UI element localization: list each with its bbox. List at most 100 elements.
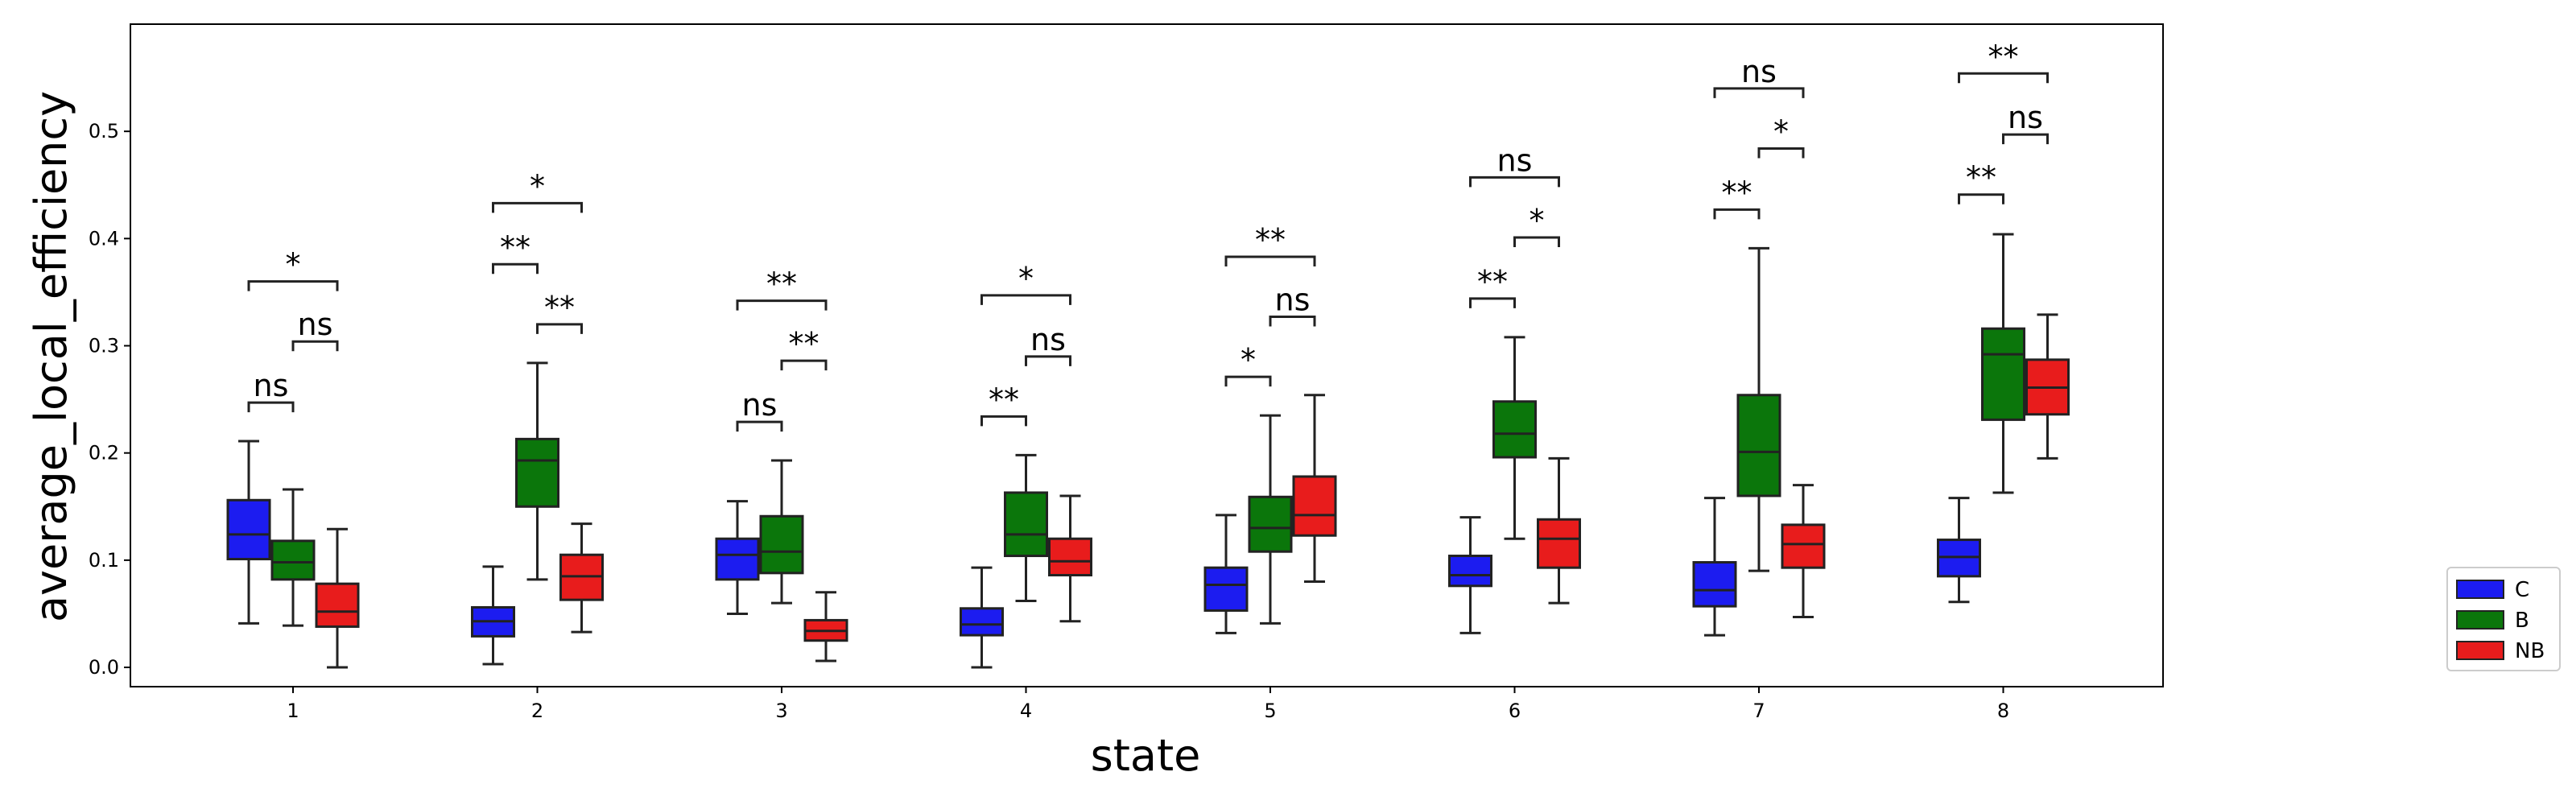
sig-label: ** xyxy=(1722,175,1752,210)
box-body xyxy=(1692,561,1737,608)
box-body xyxy=(1781,523,1826,569)
sig-label: ** xyxy=(766,266,797,302)
sig-bracket xyxy=(1469,175,1560,188)
sig-label: ns xyxy=(1030,322,1066,357)
sig-bracket xyxy=(2002,133,2049,145)
plot-frame xyxy=(130,23,2164,687)
sig-annotation: ns xyxy=(1713,54,1805,98)
legend-item-B: B xyxy=(2456,609,2529,633)
sig-annotation: * xyxy=(980,261,1071,305)
sig-bracket xyxy=(1224,375,1272,387)
sig-annotation: ns xyxy=(736,387,783,432)
sig-annotation: * xyxy=(1513,203,1560,248)
x-tick-label: 2 xyxy=(531,700,543,722)
sig-label: * xyxy=(1530,203,1545,238)
box-C-state-2 xyxy=(471,565,515,666)
sig-annotation: ns xyxy=(2002,100,2049,145)
box-body xyxy=(759,514,804,575)
sig-label: * xyxy=(1773,114,1789,149)
sig-bracket xyxy=(492,262,539,275)
sig-label: ** xyxy=(1988,39,2019,74)
sig-label: * xyxy=(1241,342,1256,378)
box-B-state-1 xyxy=(270,488,316,627)
box-NB-state-2 xyxy=(559,522,604,634)
sig-bracket xyxy=(247,280,339,291)
box-body xyxy=(1292,475,1337,537)
sig-label: ns xyxy=(742,387,778,423)
sig-bracket xyxy=(1513,236,1560,248)
box-body xyxy=(715,537,760,581)
box-C-state-8 xyxy=(1937,497,1981,604)
box-B-state-4 xyxy=(1004,453,1048,602)
box-NB-state-3 xyxy=(803,591,848,663)
legend-label: NB xyxy=(2515,639,2545,663)
x-tick-label: 1 xyxy=(287,700,299,722)
box-body xyxy=(1048,537,1092,577)
x-tick-label: 7 xyxy=(1752,700,1765,722)
box-body xyxy=(1004,491,1048,558)
sig-annotation: ** xyxy=(1713,175,1761,220)
sig-label: ns xyxy=(1275,283,1311,318)
sig-bracket xyxy=(536,323,583,334)
legend-item-NB: NB xyxy=(2456,639,2545,663)
sig-annotation: ** xyxy=(980,382,1027,427)
box-body xyxy=(1448,555,1492,588)
y-tick-label: 0.3 xyxy=(89,335,119,357)
sig-annotation: ** xyxy=(1958,39,2049,84)
box-NB-state-4 xyxy=(1048,494,1092,623)
box-body xyxy=(1981,327,2025,421)
sig-label: * xyxy=(286,247,301,283)
box-C-state-6 xyxy=(1448,516,1492,634)
sig-annotation: ** xyxy=(780,326,828,371)
sig-bracket xyxy=(1224,255,1316,266)
sig-bracket xyxy=(1025,355,1071,366)
box-body xyxy=(270,539,316,581)
sig-annotation: ** xyxy=(1224,222,1316,266)
legend-label: C xyxy=(2515,578,2529,602)
box-C-state-1 xyxy=(226,440,271,625)
x-tick-label: 4 xyxy=(1020,700,1032,722)
box-body xyxy=(515,437,559,508)
y-tick-label: 0.0 xyxy=(89,656,119,679)
box-NB-state-6 xyxy=(1537,456,1581,605)
box-B-state-8 xyxy=(1981,233,2025,494)
sig-bracket xyxy=(1713,87,1805,98)
x-tick-label: 6 xyxy=(1509,700,1521,722)
sig-label: * xyxy=(1018,261,1034,296)
sig-label: ns xyxy=(1741,54,1777,89)
legend: CB NB xyxy=(2446,567,2561,671)
sig-annotation: ns xyxy=(1269,283,1316,327)
x-axis-title: state xyxy=(1091,730,1201,781)
sig-annotation: ns xyxy=(1025,322,1071,366)
x-tick-label: 3 xyxy=(775,700,787,722)
sig-annotation: ns xyxy=(247,368,295,413)
y-tick-label: 0.5 xyxy=(89,120,119,142)
sig-annotation: ** xyxy=(536,290,583,334)
y-tick-label: 0.4 xyxy=(89,227,119,250)
sig-bracket xyxy=(1469,297,1516,308)
sig-bracket xyxy=(1269,316,1316,327)
box-NB-state-5 xyxy=(1292,394,1337,583)
sig-annotation: ** xyxy=(736,266,828,311)
sig-bracket xyxy=(247,401,295,413)
box-C-state-5 xyxy=(1203,514,1249,634)
box-body xyxy=(315,582,360,628)
legend-label: B xyxy=(2515,609,2529,633)
box-NB-state-1 xyxy=(315,527,360,669)
sig-bracket xyxy=(736,420,783,432)
sig-label: ns xyxy=(298,307,333,342)
box-body xyxy=(1248,495,1293,553)
box-B-state-3 xyxy=(759,459,804,605)
sig-label: ** xyxy=(1255,222,1286,258)
box-B-state-6 xyxy=(1492,336,1537,540)
sig-label: ns xyxy=(1497,142,1533,178)
x-tick-label: 5 xyxy=(1264,700,1276,722)
sig-bracket xyxy=(780,359,828,371)
sig-label: ns xyxy=(254,368,289,403)
box-B-state-5 xyxy=(1248,414,1293,625)
y-tick-label: 0.1 xyxy=(89,549,119,572)
y-tick-label: 0.2 xyxy=(89,442,119,464)
box-C-state-3 xyxy=(715,500,760,615)
box-C-state-7 xyxy=(1692,497,1737,637)
